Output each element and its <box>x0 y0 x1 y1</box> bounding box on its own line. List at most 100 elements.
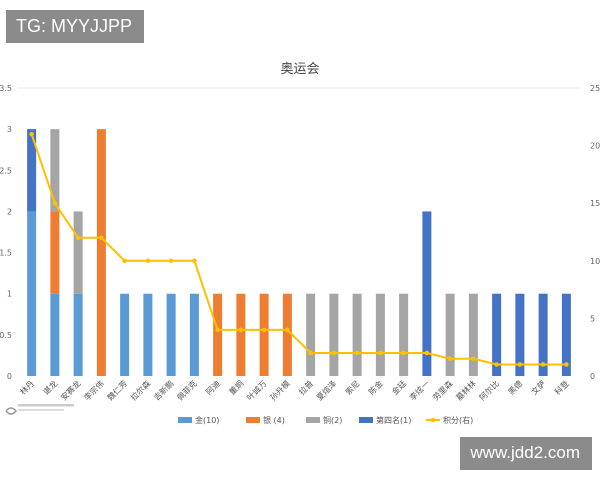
right-axis-tick-label: 0 <box>590 372 595 381</box>
category-label: 夏煊泽 <box>314 378 338 402</box>
legend-label: 银 (4) <box>263 415 285 425</box>
points-series-marker <box>285 327 290 333</box>
publisher-logo <box>5 404 74 415</box>
points-series-line <box>30 133 567 366</box>
points-series-marker <box>517 362 523 367</box>
category-label: 谌龙 <box>41 378 59 396</box>
bar-segment <box>120 293 130 376</box>
legend: 金(10) 银 (4) 铜(2) 第四名(1) 积分(右) <box>178 415 473 425</box>
points-series-marker <box>401 350 406 356</box>
category-label: 阿尔比 <box>477 378 501 402</box>
category-label: 林丹 <box>18 378 36 396</box>
bar-segment <box>236 293 246 376</box>
category-label: 魏仁芳 <box>105 378 129 402</box>
bar-segment <box>352 293 362 376</box>
legend-swatch-marker <box>430 417 436 423</box>
points-series-marker <box>424 350 430 356</box>
category-label: 董炯 <box>227 378 245 396</box>
category-label: 劳里森 <box>430 378 454 402</box>
legend-label: 铜(2) <box>323 415 342 425</box>
bar-segment <box>492 293 502 376</box>
bar-segment <box>166 293 176 376</box>
bar-segment <box>50 129 60 212</box>
bar-segment <box>468 293 478 376</box>
category-label: 拉尔森 <box>128 378 152 402</box>
points-series-marker <box>331 350 337 356</box>
legend-swatch <box>178 417 192 423</box>
category-labels: 林丹 谌龙 安赛龙 李宗伟 魏仁芳 拉尔森 吉新鹏 佩菲克 阿迪 董炯 叶诚万 孙升模 拉普 夏煊泽 索尼陈… <box>18 378 571 402</box>
bar-segment <box>27 129 37 212</box>
category-label: 吉新鹏 <box>151 378 175 402</box>
category-label: 李炫一 <box>407 378 431 402</box>
bar-segment <box>399 293 409 376</box>
points-series-marker <box>99 235 104 241</box>
legend-swatch <box>359 417 373 423</box>
right-axis-tick-label: 25 <box>590 84 600 93</box>
points-series-marker <box>168 258 174 264</box>
left-axis-tick-label: 2.5 <box>0 166 12 175</box>
bar-segment <box>73 211 83 294</box>
category-label: 拉普 <box>297 378 315 396</box>
bar-segment <box>329 293 339 376</box>
bar-segment <box>50 211 60 294</box>
left-axis-tick-label: 0 <box>7 372 12 381</box>
points-series-marker <box>494 362 499 367</box>
category-label: 李宗伟 <box>82 378 106 402</box>
right-axis-tick-label: 5 <box>590 314 595 323</box>
right-axis-tick-label: 10 <box>590 257 600 266</box>
bar-segment <box>143 293 153 376</box>
bar-segment <box>306 293 316 376</box>
bar-segment <box>515 293 525 376</box>
category-label: 金廷 <box>390 378 408 396</box>
points-series-marker <box>122 258 127 264</box>
points-series-marker <box>52 200 58 206</box>
left-axis-tick-label: 1 <box>7 290 12 299</box>
points-series-marker <box>354 350 360 356</box>
bar-segment <box>259 293 269 376</box>
points-series-marker <box>540 362 546 367</box>
category-label: 陈金 <box>366 378 384 396</box>
category-label: 文萨 <box>529 378 547 396</box>
category-label: 索尼 <box>343 378 361 396</box>
bar-segment <box>538 293 548 376</box>
bar-segment <box>73 293 83 376</box>
category-label: 科登 <box>552 378 570 396</box>
right-axis-tick-label: 20 <box>590 142 600 151</box>
left-axis-tick-label: 3 <box>7 125 12 134</box>
bar-segment <box>282 293 292 376</box>
bar-segment <box>445 293 455 376</box>
points-series-marker <box>447 356 453 362</box>
category-label: 阿迪 <box>204 378 222 396</box>
points-series-marker <box>471 356 476 362</box>
chart-title: 奥运会 <box>280 62 319 77</box>
legend-label: 金(10) <box>195 415 219 425</box>
bar-segment <box>96 129 106 376</box>
bar-segment <box>27 211 37 376</box>
bar-segment <box>213 293 223 376</box>
bar-segment <box>422 211 432 376</box>
left-axis-ticks: 0 0.5 1 1.5 2 2.5 3 3.5 <box>0 84 12 381</box>
left-axis-tick-label: 3.5 <box>0 84 12 93</box>
points-series-marker <box>75 235 81 241</box>
category-label: 安赛龙 <box>58 378 82 402</box>
left-axis-tick-label: 2 <box>7 207 12 216</box>
bars <box>27 129 571 376</box>
right-axis-tick-label: 15 <box>590 199 600 208</box>
bar-segment <box>375 293 385 376</box>
category-label: 黑德 <box>506 378 524 396</box>
legend-swatch <box>306 417 320 423</box>
bar-segment <box>189 293 199 376</box>
points-series-marker <box>192 258 197 264</box>
points-series-marker <box>378 350 383 356</box>
legend-label: 积分(右) <box>443 415 473 425</box>
category-label: 孙升模 <box>268 378 292 402</box>
left-axis-tick-label: 0.5 <box>0 331 12 340</box>
legend-swatch <box>246 417 260 423</box>
points-line <box>29 131 569 367</box>
top-left-tag: TG: MYYJJPP <box>6 10 145 43</box>
left-axis-tick-label: 1.5 <box>0 249 12 258</box>
points-series-marker <box>564 362 569 367</box>
watermark: www.jdd2.com <box>460 437 592 470</box>
bar-segment <box>561 293 571 376</box>
